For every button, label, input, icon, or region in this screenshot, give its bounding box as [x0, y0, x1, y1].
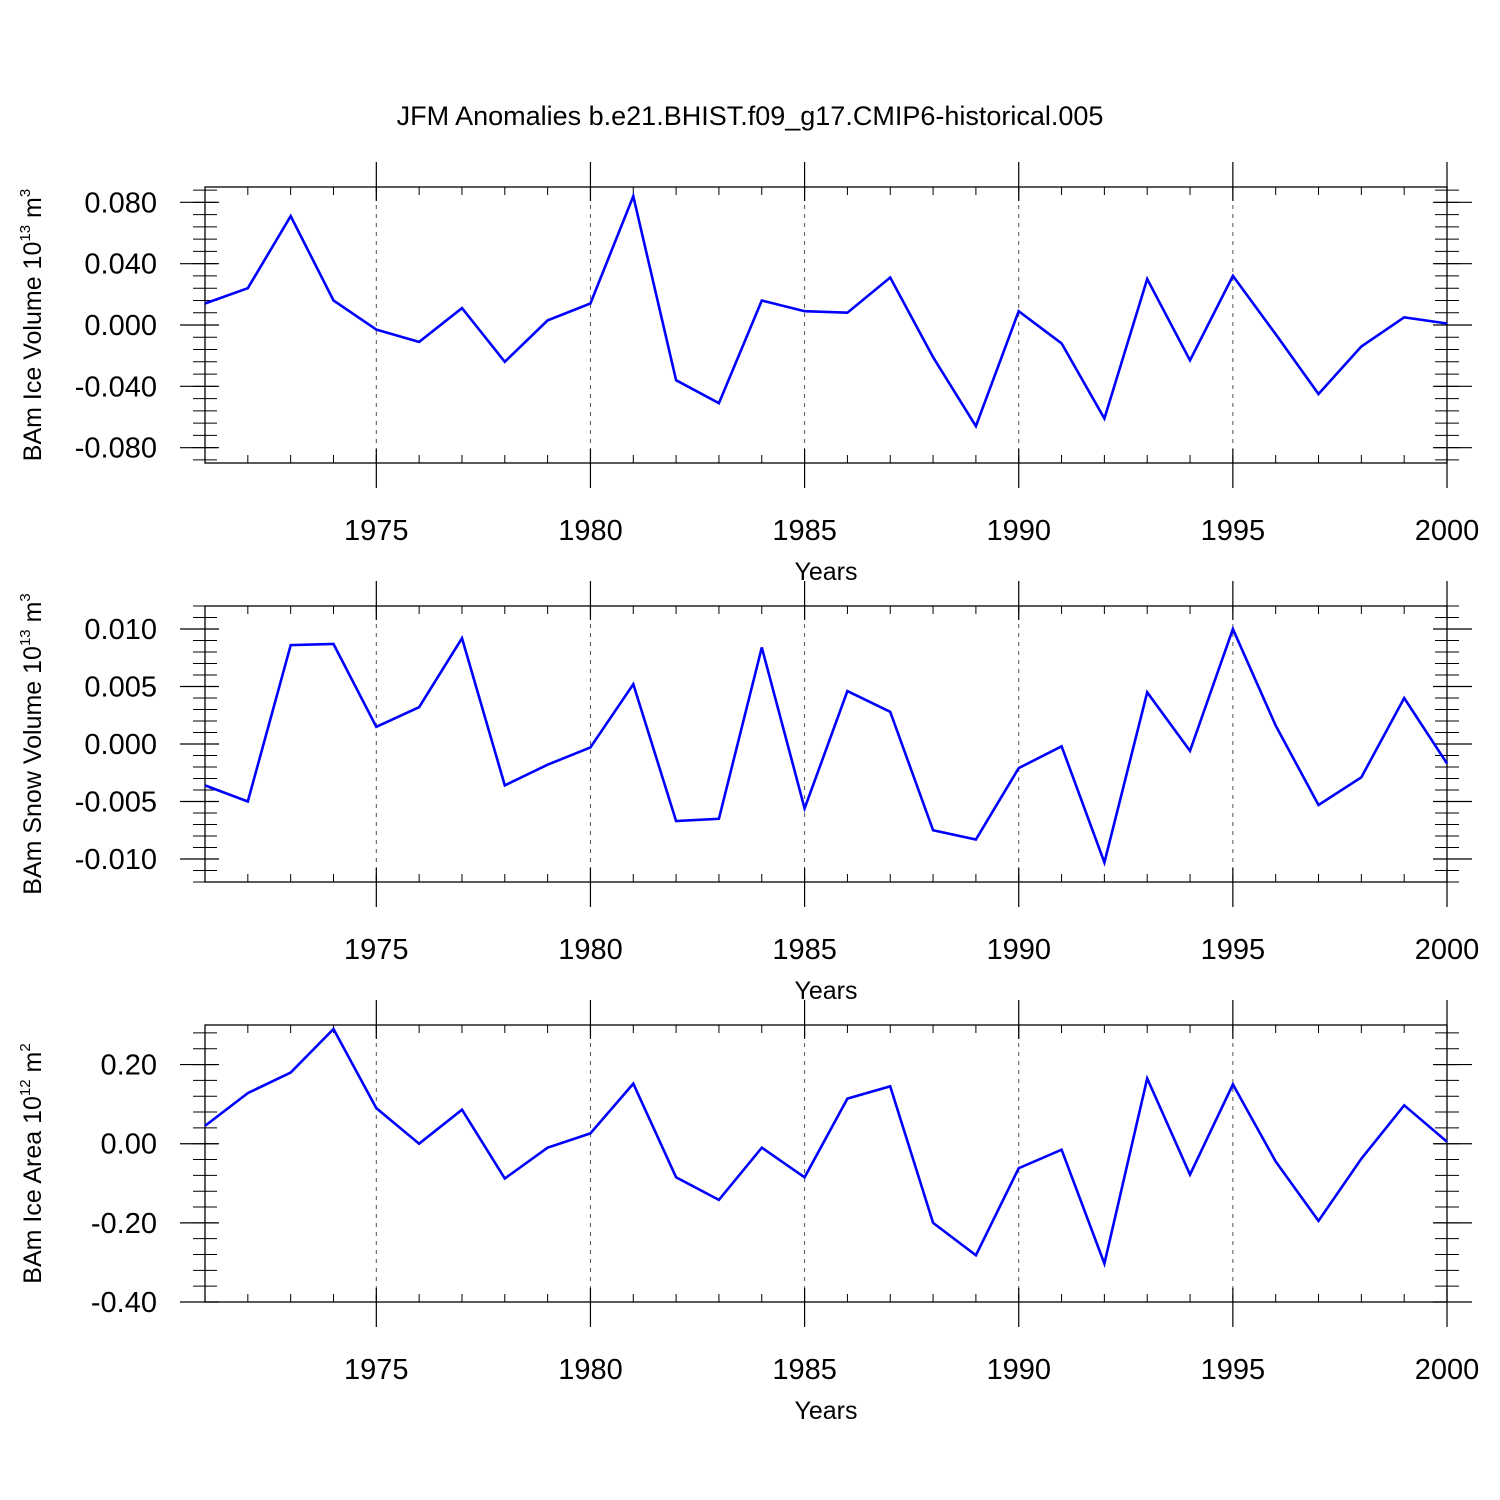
y-tick-label: 0.040: [84, 249, 157, 281]
chart-panel-3: 1975 1980 1985 1990 1995 2000 0.20 0.00 -0.20 -0.…: [17, 1000, 1479, 1425]
plot-frame: [204, 186, 1448, 464]
figure-title: JFM Anomalies b.e21.BHIST.f09_g17.CMIP6-…: [397, 101, 1104, 131]
series-line: [204, 191, 1448, 430]
y-tick-label: -0.005: [75, 787, 157, 819]
plot-frame: [204, 1024, 1448, 1303]
y-axis-label-part: m: [19, 602, 47, 630]
panels: 1975 1980 1985 1990 1995 2000 0.080 0.040 0.000 -…: [17, 162, 1479, 1425]
x-tick-label: 2000: [1415, 1354, 1480, 1386]
y-axis-label-part: 2: [17, 1043, 34, 1051]
y-axis-label-part: 13: [17, 629, 34, 646]
y-axis-label-part: 12: [17, 1079, 34, 1096]
x-tick-label: 1990: [986, 934, 1051, 966]
x-tick-label: 1995: [1201, 1354, 1266, 1386]
x-axis-label: Years: [794, 1397, 857, 1425]
y-axis-label-part: m: [19, 1052, 47, 1080]
x-tick-label: 1985: [772, 934, 837, 966]
x-axis-label: Years: [794, 977, 857, 1005]
y-axis-label-part: 3: [17, 593, 34, 601]
y-tick-label: 0.000: [84, 310, 157, 342]
y-tick-label: 0.20: [101, 1050, 157, 1082]
y-tick-label: -0.40: [91, 1287, 157, 1319]
series-line: [204, 625, 1449, 867]
y-axis-label: BAm Ice Area 1012 m2: [17, 1043, 47, 1283]
y-axis-label-part: 13: [17, 225, 34, 242]
y-axis-label: BAm Ice Volume 1013 m3: [17, 189, 47, 461]
x-tick-label: 1985: [772, 515, 837, 547]
y-axis-label-part: 3: [17, 189, 34, 197]
y-tick-label: -0.010: [75, 844, 157, 876]
y-tick-label: 0.005: [84, 672, 157, 704]
x-tick-label: 1980: [558, 1354, 623, 1386]
series-line: [204, 1026, 1448, 1269]
chart-panel-1: 1975 1980 1985 1990 1995 2000 0.080 0.040 0.000 -…: [17, 162, 1479, 586]
x-tick-label: 1975: [344, 515, 409, 547]
x-tick-label: 1995: [1201, 515, 1266, 547]
y-axis-label-part: BAm Ice Area 10: [19, 1096, 47, 1284]
x-axis-label: Years: [794, 558, 857, 586]
x-tick-label: 1980: [558, 515, 623, 547]
x-tick-label: 1980: [558, 934, 623, 966]
y-tick-label: 0.00: [101, 1129, 157, 1161]
x-tick-label: 1975: [344, 1354, 409, 1386]
y-tick-label: 0.010: [84, 614, 157, 646]
y-tick-label: 0.000: [84, 729, 157, 761]
y-tick-label: 0.080: [84, 187, 157, 219]
x-tick-label: 1975: [344, 934, 409, 966]
y-tick-label: -0.040: [75, 371, 157, 403]
x-tick-label: 1990: [986, 1354, 1051, 1386]
y-axis-label-part: BAm Ice Volume 10: [19, 242, 47, 462]
chart-panel-2: 1975 1980 1985 1990 1995 2000 0.010 0.005 0.000 -…: [17, 581, 1479, 1005]
x-tick-label: 1995: [1201, 934, 1266, 966]
x-tick-label: 1985: [772, 1354, 837, 1386]
y-tick-label: -0.20: [91, 1208, 157, 1240]
x-tick-label: 2000: [1415, 934, 1480, 966]
y-axis-label: BAm Snow Volume 1013 m3: [17, 593, 47, 895]
y-tick-label: -0.080: [75, 433, 157, 465]
y-axis-label-part: BAm Snow Volume 10: [19, 646, 47, 895]
y-axis-label-part: m: [19, 197, 47, 225]
x-tick-label: 1990: [986, 515, 1051, 547]
plot-frame: [204, 605, 1448, 883]
x-tick-label: 2000: [1415, 515, 1480, 547]
